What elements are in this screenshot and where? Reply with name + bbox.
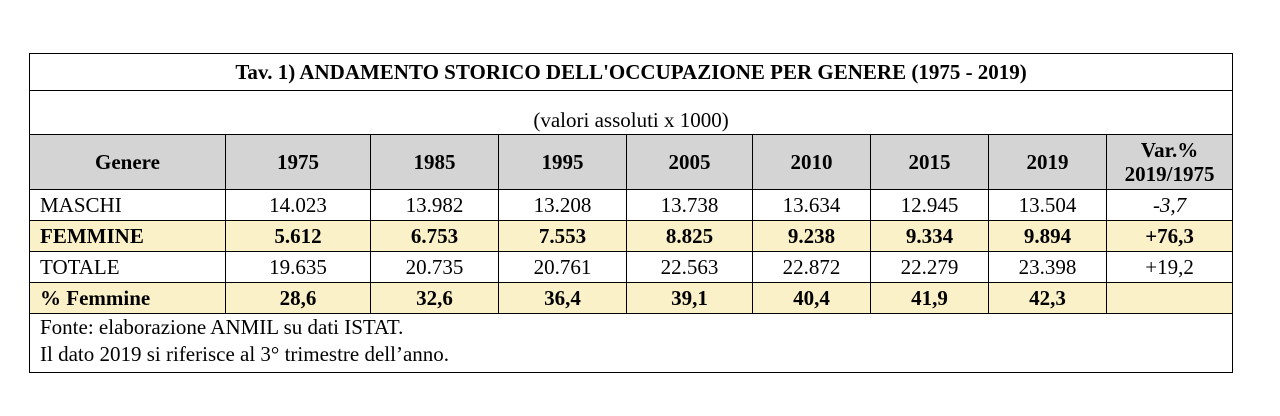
cell-value: 42,3 — [988, 282, 1107, 314]
table-title: Tav. 1) ANDAMENTO STORICO DELL'OCCUPAZIO… — [28, 53, 1234, 91]
cell-value: 12.945 — [870, 189, 989, 221]
header-var: Var.% 2019/1975 — [1105, 134, 1234, 190]
cell-value: 5.612 — [225, 220, 371, 252]
row-label: FEMMINE — [29, 220, 226, 252]
header-genere: Genere — [29, 134, 226, 190]
table-row-totale: TOTALE 19.635 20.735 20.761 22.563 22.87… — [29, 251, 1234, 283]
cell-value: 20.735 — [370, 251, 499, 283]
row-label: MASCHI — [29, 189, 226, 221]
cell-value: 13.634 — [752, 189, 871, 221]
cell-value: 14.023 — [225, 189, 371, 221]
table-notes: Fonte: elaborazione ANMIL su dati ISTAT.… — [28, 313, 1234, 373]
cell-value: 19.635 — [225, 251, 371, 283]
cell-value: 13.738 — [626, 189, 753, 221]
cell-value: 13.982 — [370, 189, 499, 221]
cell-value: 32,6 — [370, 282, 499, 314]
cell-value: 40,4 — [752, 282, 871, 314]
note-2019: Il dato 2019 si riferisce al 3° trimestr… — [40, 342, 450, 366]
cell-var: +19,2 — [1105, 251, 1234, 283]
header-year: 2005 — [626, 134, 753, 190]
row-label: TOTALE — [29, 251, 226, 283]
cell-value: 22.563 — [626, 251, 753, 283]
header-year: 2010 — [752, 134, 871, 190]
cell-var: +76,3 — [1105, 220, 1234, 252]
cell-value: 20.761 — [498, 251, 627, 283]
cell-var — [1105, 282, 1234, 314]
employment-table: Tav. 1) ANDAMENTO STORICO DELL'OCCUPAZIO… — [28, 53, 1234, 373]
header-var-line2: 2019/1975 — [1124, 162, 1215, 186]
cell-value: 9.894 — [988, 220, 1107, 252]
cell-value: 39,1 — [626, 282, 753, 314]
cell-value: 41,9 — [870, 282, 989, 314]
header-year: 1975 — [225, 134, 371, 190]
header-row: Genere 1975 1985 1995 2005 2010 2015 201… — [29, 134, 1234, 190]
header-year: 2019 — [988, 134, 1107, 190]
cell-value: 13.504 — [988, 189, 1107, 221]
row-label: % Femmine — [29, 282, 226, 314]
cell-value: 8.825 — [626, 220, 753, 252]
cell-value: 9.334 — [870, 220, 989, 252]
cell-value: 22.872 — [752, 251, 871, 283]
table-row-percent-femmine: % Femmine 28,6 32,6 36,4 39,1 40,4 41,9 … — [29, 282, 1234, 314]
header-year: 2015 — [870, 134, 989, 190]
cell-value: 6.753 — [370, 220, 499, 252]
header-var-line1: Var.% — [1140, 138, 1199, 162]
cell-value: 28,6 — [225, 282, 371, 314]
table-row-maschi: MASCHI 14.023 13.982 13.208 13.738 13.63… — [29, 189, 1234, 221]
table-row-femmine: FEMMINE 5.612 6.753 7.553 8.825 9.238 9.… — [29, 220, 1234, 252]
cell-value: 13.208 — [498, 189, 627, 221]
cell-value: 7.553 — [498, 220, 627, 252]
cell-var: -3,7 — [1105, 189, 1234, 221]
cell-value: 23.398 — [988, 251, 1107, 283]
unit-note: (valori assoluti x 1000) — [28, 90, 1234, 135]
cell-value: 9.238 — [752, 220, 871, 252]
header-year: 1995 — [498, 134, 627, 190]
note-source: Fonte: elaborazione ANMIL su dati ISTAT. — [40, 315, 404, 339]
cell-value: 22.279 — [870, 251, 989, 283]
header-year: 1985 — [370, 134, 499, 190]
cell-value: 36,4 — [498, 282, 627, 314]
